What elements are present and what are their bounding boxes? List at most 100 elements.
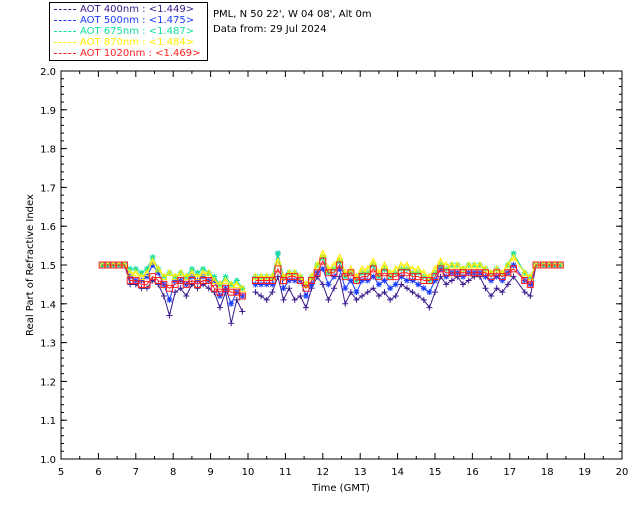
data-point xyxy=(380,260,389,269)
data-point xyxy=(205,285,212,292)
data-point xyxy=(353,289,360,296)
data-point xyxy=(280,277,288,285)
data-point xyxy=(392,281,399,288)
data-point xyxy=(233,296,240,303)
data-point xyxy=(532,261,540,269)
data-point xyxy=(436,257,445,265)
data-point xyxy=(302,284,310,292)
data-point xyxy=(453,260,462,269)
data-point xyxy=(269,289,276,296)
data-point xyxy=(398,273,405,280)
data-point xyxy=(425,277,433,285)
data-point xyxy=(359,277,366,284)
data-point xyxy=(302,280,310,288)
data-point xyxy=(296,277,304,285)
data-point xyxy=(364,277,371,284)
data-point xyxy=(160,280,168,288)
data-point xyxy=(335,253,344,261)
data-point xyxy=(268,277,276,285)
x-tick-label: 15 xyxy=(429,467,442,478)
data-point xyxy=(347,277,354,284)
data-point xyxy=(193,272,202,281)
data-point xyxy=(188,277,196,285)
data-point xyxy=(149,273,157,281)
data-point xyxy=(257,272,265,281)
data-point xyxy=(127,273,134,280)
data-point xyxy=(487,268,495,277)
x-tick-label: 17 xyxy=(503,467,516,478)
data-point xyxy=(188,268,196,277)
data-point xyxy=(391,264,400,273)
data-point xyxy=(171,272,179,281)
data-point xyxy=(369,265,377,273)
data-point xyxy=(375,273,383,281)
data-point xyxy=(375,293,382,300)
data-point xyxy=(359,269,366,276)
data-point xyxy=(177,285,184,292)
data-point xyxy=(252,273,259,280)
data-point xyxy=(556,261,564,269)
data-point xyxy=(199,268,207,277)
data-point xyxy=(228,300,235,307)
data-point xyxy=(285,268,293,277)
data-point xyxy=(330,260,338,269)
data-point xyxy=(347,264,355,273)
data-point xyxy=(251,272,260,281)
data-point xyxy=(432,289,438,296)
data-point xyxy=(527,293,534,300)
legend-swatch xyxy=(54,30,76,32)
data-point xyxy=(370,262,377,268)
data-point xyxy=(403,260,411,269)
data-point xyxy=(492,264,501,273)
data-point xyxy=(204,268,213,277)
y-tick-label: 1.6 xyxy=(40,222,56,233)
legend: AOT 400nm : <1.449> AOT 500nm : <1.475> … xyxy=(49,2,208,61)
data-point xyxy=(313,260,321,269)
y-tick-label: 1.2 xyxy=(40,377,56,388)
data-point xyxy=(336,265,343,272)
data-point xyxy=(239,308,246,315)
data-point xyxy=(166,296,173,303)
data-point xyxy=(488,277,495,284)
data-point xyxy=(510,262,517,268)
data-point xyxy=(263,281,270,288)
data-point xyxy=(487,273,495,281)
legend-entry-500: AOT 500nm : <1.475> xyxy=(54,15,194,26)
data-point xyxy=(238,284,247,292)
data-point xyxy=(148,257,157,265)
data-point xyxy=(470,260,479,269)
data-point xyxy=(216,280,224,288)
data-point xyxy=(364,289,371,296)
data-point xyxy=(263,296,270,303)
data-point xyxy=(126,268,134,277)
data-point xyxy=(319,257,327,265)
data-point xyxy=(308,281,315,288)
data-point xyxy=(160,293,167,300)
data-point xyxy=(274,257,282,265)
data-point xyxy=(274,250,281,257)
data-point xyxy=(342,285,349,292)
data-point xyxy=(176,268,185,277)
y-tick-label: 1.4 xyxy=(40,300,56,311)
data-point xyxy=(414,264,422,273)
data-point xyxy=(426,289,433,296)
data-point xyxy=(397,260,406,269)
data-point xyxy=(415,293,422,300)
data-point xyxy=(415,269,422,276)
data-point xyxy=(432,269,438,276)
data-point xyxy=(521,277,529,285)
data-point xyxy=(504,269,512,277)
y-tick-label: 1.9 xyxy=(40,106,56,117)
y-tick-label: 1.8 xyxy=(40,145,56,156)
data-point xyxy=(325,281,332,288)
data-point xyxy=(387,296,394,303)
data-point xyxy=(364,269,371,276)
y-axis-label: Real Part of Refractive Index xyxy=(25,194,36,336)
data-point xyxy=(504,281,511,288)
data-point xyxy=(414,273,422,281)
data-point xyxy=(205,277,213,285)
data-point xyxy=(460,281,467,288)
data-point xyxy=(331,273,338,280)
data-point xyxy=(330,269,338,277)
data-point xyxy=(347,269,355,277)
